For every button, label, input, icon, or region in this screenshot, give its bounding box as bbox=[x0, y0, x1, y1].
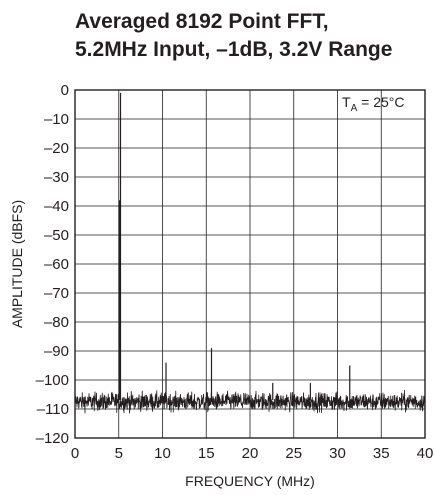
x-tick-label-7: 35 bbox=[373, 445, 390, 462]
y-tick-label-7: –70 bbox=[44, 285, 69, 302]
y-tick-label-10: –100 bbox=[36, 372, 69, 389]
x-tick-label-4: 20 bbox=[242, 445, 259, 462]
plot-frame bbox=[74, 89, 426, 439]
grid bbox=[74, 89, 426, 439]
y-tick-label-12: –120 bbox=[36, 430, 69, 447]
chart-title-line2: 5.2MHz Input, –1dB, 3.2V Range bbox=[75, 38, 392, 61]
x-tick-labels: 0 5 10 15 20 25 30 35 40 bbox=[71, 445, 434, 462]
x-tick-label-5: 25 bbox=[285, 445, 302, 462]
y-tick-labels: 0 –10 –20 –30 –40 –50 –60 –70 –80 –90 –100 –110 –120 bbox=[36, 82, 69, 447]
x-tick-label-1: 5 bbox=[115, 445, 123, 462]
y-tick-label-9: –90 bbox=[44, 343, 69, 360]
chart-title-line1: Averaged 8192 Point FFT, bbox=[75, 10, 329, 33]
y-tick-label-0: 0 bbox=[61, 82, 69, 99]
x-tick-label-0: 0 bbox=[71, 445, 79, 462]
x-tick-label-2: 10 bbox=[154, 445, 171, 462]
temperature-annotation: TA = 25°C bbox=[342, 94, 404, 114]
y-tick-label-8: –80 bbox=[44, 314, 69, 331]
spectrum-trace bbox=[74, 92, 426, 414]
y-tick-label-5: –50 bbox=[44, 227, 69, 244]
x-axis-label: FREQUENCY (MHz) bbox=[185, 473, 315, 489]
y-tick-label-2: –20 bbox=[44, 140, 69, 157]
y-axis-label: AMPLITUDE (dBFS) bbox=[9, 200, 25, 328]
x-tick-label-6: 30 bbox=[329, 445, 346, 462]
y-tick-label-6: –60 bbox=[44, 256, 69, 273]
y-tick-label-1: –10 bbox=[44, 111, 69, 128]
y-tick-label-3: –30 bbox=[44, 169, 69, 186]
noise-floor-trace bbox=[74, 390, 426, 414]
x-tick-label-8: 40 bbox=[417, 445, 434, 462]
y-tick-label-11: –110 bbox=[37, 401, 69, 418]
y-tick-label-4: –40 bbox=[44, 198, 69, 215]
x-tick-label-3: 15 bbox=[198, 445, 215, 462]
